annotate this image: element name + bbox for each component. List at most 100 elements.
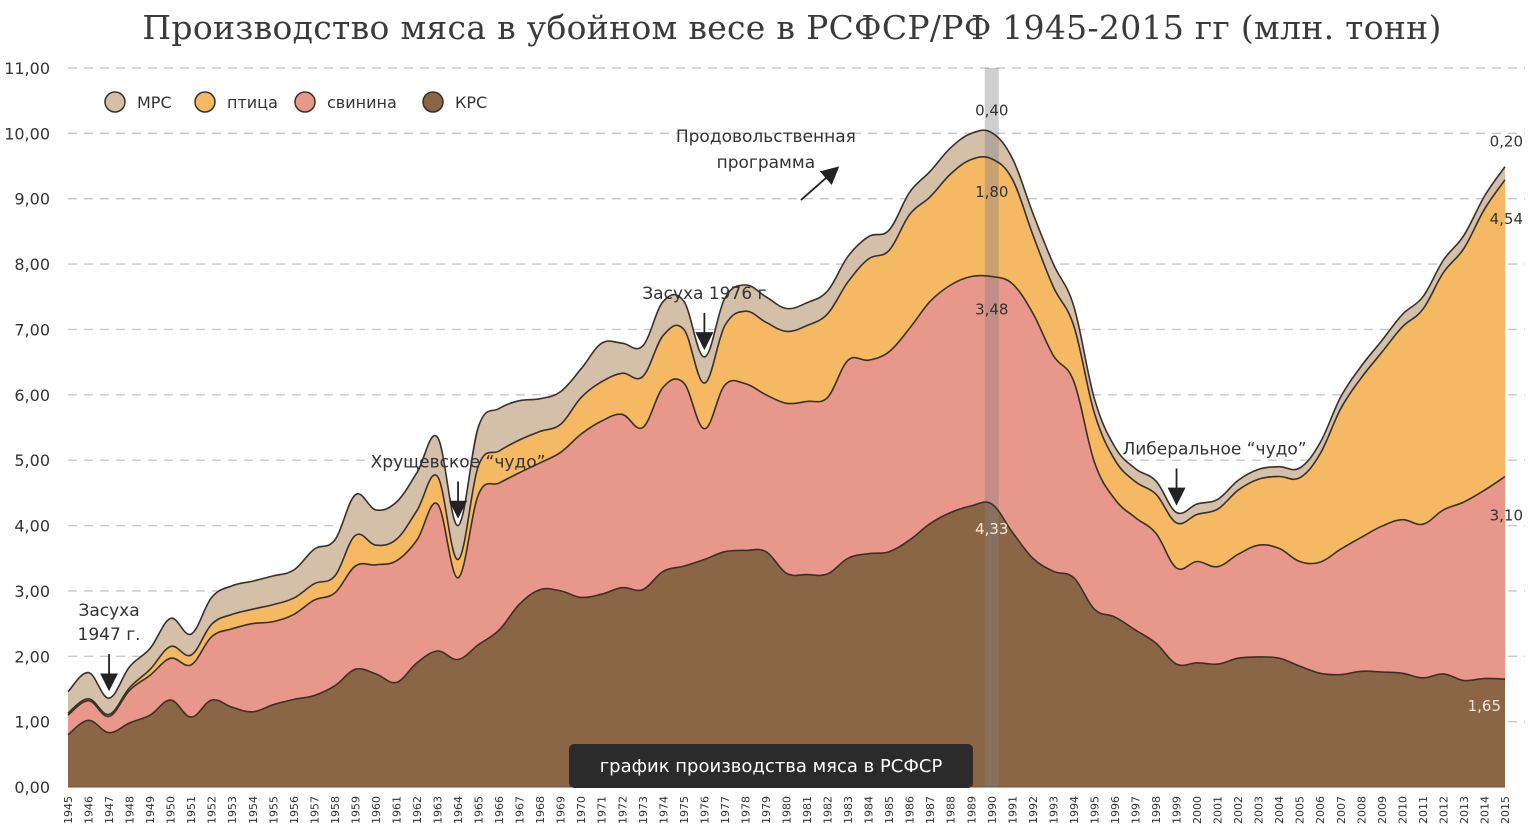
x-tick-label: 1984 xyxy=(863,796,876,824)
outline-МРС xyxy=(67,129,1506,699)
x-tick-label: 1995 xyxy=(1088,796,1101,824)
x-tick-label: 1977 xyxy=(719,796,732,824)
x-tick-label: 1970 xyxy=(575,796,588,824)
x-tick-label: 1982 xyxy=(822,796,835,824)
x-tick-label: 1978 xyxy=(739,796,752,824)
x-tick-label: 1955 xyxy=(267,796,280,824)
value-label-КРС-1990: 4,33 xyxy=(975,520,1008,538)
y-tick-label: 9,00 xyxy=(14,190,50,209)
x-tick-label: 1946 xyxy=(83,796,96,824)
area-КРС xyxy=(68,502,1505,787)
x-tick-label: 1986 xyxy=(904,796,917,824)
x-tick-label: 2011 xyxy=(1417,796,1430,824)
video-caption: график производства мяса в РСФСР xyxy=(569,744,973,788)
highlight-1990 xyxy=(984,68,999,787)
x-tick-label: 1997 xyxy=(1129,796,1142,824)
legend-swatch xyxy=(294,91,316,113)
legend-swatch xyxy=(422,91,444,113)
x-tick-label: 1948 xyxy=(124,796,137,824)
y-tick-label: 1,00 xyxy=(14,713,50,732)
highlight-band xyxy=(984,68,999,787)
x-tick-label: 1957 xyxy=(308,796,321,824)
x-tick-label: 2005 xyxy=(1294,796,1307,824)
x-tick-label: 2007 xyxy=(1335,796,1348,824)
x-tick-label: 1954 xyxy=(247,796,260,824)
y-tick-label: 11,00 xyxy=(4,59,50,78)
x-tick-label: 1965 xyxy=(473,796,486,824)
legend-label: КРС xyxy=(455,93,487,112)
x-tick-label: 2013 xyxy=(1458,796,1471,824)
x-tick-label: 2012 xyxy=(1437,796,1450,824)
x-tick-label: 1963 xyxy=(432,796,445,824)
x-tick-label: 1969 xyxy=(555,796,568,824)
x-tick-label: 1989 xyxy=(965,796,978,824)
x-tick-label: 1972 xyxy=(616,796,629,824)
x-tick-label: 2002 xyxy=(1232,796,1245,824)
x-tick-label: 1987 xyxy=(924,796,937,824)
legend-swatch xyxy=(194,91,216,113)
x-tick-label: 2001 xyxy=(1212,796,1225,824)
x-tick-label: 1998 xyxy=(1150,796,1163,824)
axes: 0,00 1,00 2,00 3,00 4,00 5,00 6,00 7,00 8,00 9,00… xyxy=(4,59,1512,824)
x-tick-label: 2008 xyxy=(1355,796,1368,824)
x-tick-label: 1956 xyxy=(288,796,301,824)
x-tick-label: 2004 xyxy=(1273,796,1286,824)
y-tick-label: 6,00 xyxy=(14,386,50,405)
legend-label: МРС xyxy=(137,93,172,112)
value-label-МРС-1990: 0,40 xyxy=(975,102,1008,120)
x-tick-label: 1991 xyxy=(1006,796,1019,824)
x-tick-label: 1947 xyxy=(103,796,116,824)
value-label-птица-2015: 4,54 xyxy=(1490,210,1523,228)
x-tick-label: 1960 xyxy=(370,796,383,824)
y-tick-label: 8,00 xyxy=(14,255,50,274)
area-series xyxy=(68,130,1505,787)
value-labels: 0,40 1,80 3,48 4,33 0,20 4,54 3,10 1,65 xyxy=(975,102,1523,715)
x-tick-label: 1974 xyxy=(657,796,670,824)
legend-label: птица xyxy=(227,93,278,112)
y-tick-label: 5,00 xyxy=(14,451,50,470)
x-tick-label: 1971 xyxy=(596,796,609,824)
annotation-text: Хрущевское “чудо” xyxy=(371,453,546,473)
x-tick-label: 1951 xyxy=(185,796,198,824)
x-tick-label: 2009 xyxy=(1376,796,1389,824)
annotation-text: Либеральное “чудо” xyxy=(1122,439,1306,459)
x-tick-label: 1961 xyxy=(390,796,403,824)
annotation-text: программа xyxy=(717,153,816,173)
legend-swatch xyxy=(104,91,126,113)
annotation-text: Засуха 1976 г xyxy=(642,284,766,304)
x-tick-label: 2010 xyxy=(1396,796,1409,824)
value-label-МРС-2015: 0,20 xyxy=(1490,133,1523,151)
value-label-КРС-2015: 1,65 xyxy=(1468,697,1501,715)
x-tick-label: 1999 xyxy=(1171,796,1184,824)
x-tick-label: 1949 xyxy=(144,796,157,824)
x-tick-label: 1996 xyxy=(1109,796,1122,824)
x-tick-label: 2014 xyxy=(1478,796,1491,824)
series-outlines xyxy=(67,129,1506,736)
x-tick-label: 1976 xyxy=(698,796,711,824)
x-tick-label: 1980 xyxy=(781,796,794,824)
outline-птица xyxy=(67,155,1506,716)
x-tick-label: 1981 xyxy=(801,796,814,824)
x-tick-label: 1968 xyxy=(534,796,547,824)
area-свинина xyxy=(68,275,1505,735)
x-tick-label: 1979 xyxy=(760,796,773,824)
value-label-свинина-1990: 3,48 xyxy=(975,301,1008,319)
x-tick-label: 1975 xyxy=(678,796,691,824)
annotation-text: Продовольственная xyxy=(676,127,856,147)
x-tick-label: 1953 xyxy=(226,796,239,824)
x-tick-label: 1993 xyxy=(1047,796,1060,824)
x-tick-label: 1983 xyxy=(842,796,855,824)
x-tick-label: 1964 xyxy=(452,796,465,824)
legend: МРС птица свинина КРС xyxy=(104,91,487,113)
x-tick-label: 1945 xyxy=(62,796,75,824)
x-tick-label: 2006 xyxy=(1314,796,1327,824)
x-tick-label: 1959 xyxy=(349,796,362,824)
x-tick-label: 1988 xyxy=(945,796,958,824)
x-tick-label: 1994 xyxy=(1068,796,1081,824)
outline-свинина xyxy=(67,274,1506,718)
outline-КРС xyxy=(67,501,1506,736)
y-tick-label: 7,00 xyxy=(14,320,50,339)
y-tick-label: 0,00 xyxy=(14,778,50,797)
legend-label: свинина xyxy=(327,93,397,112)
